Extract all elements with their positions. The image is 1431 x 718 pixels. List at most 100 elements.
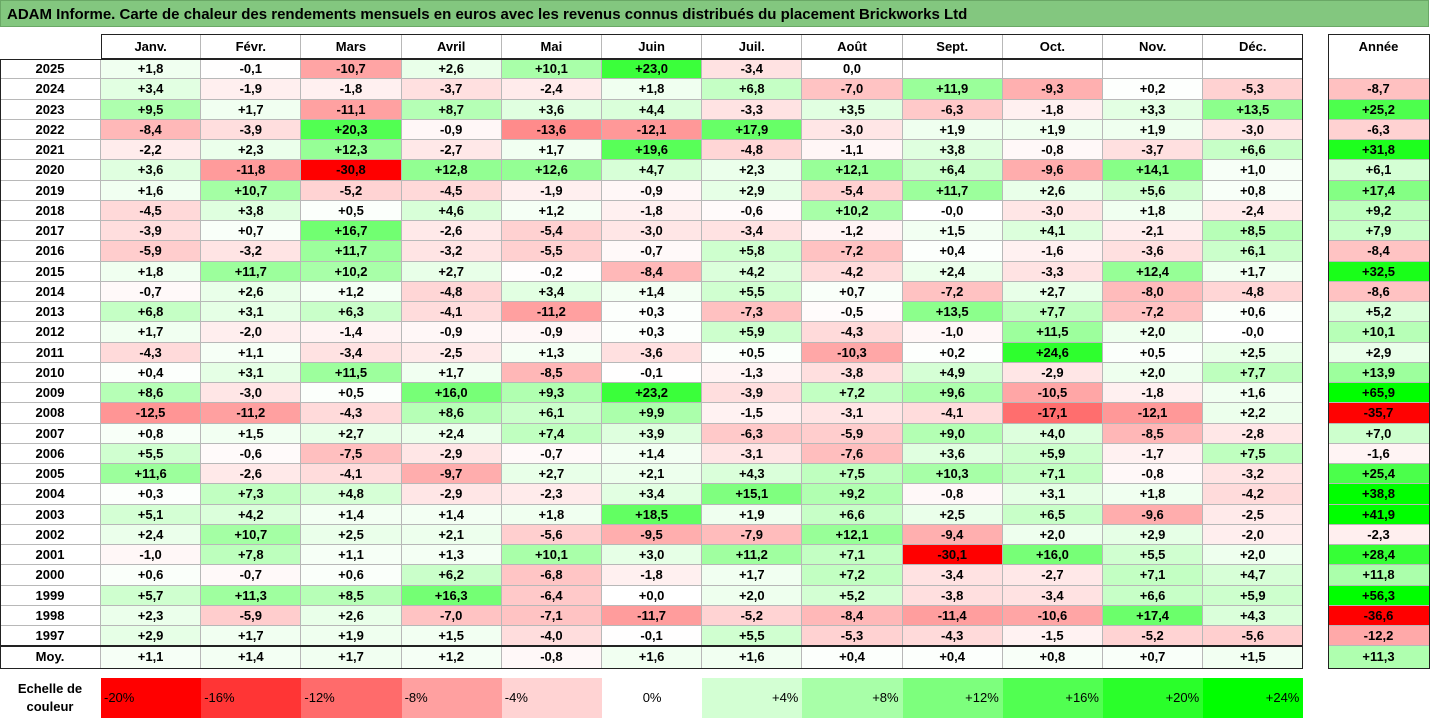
heatmap-cell: +5,5 (702, 281, 803, 302)
heatmap-cell: +2,7 (1002, 281, 1103, 302)
year-label: 1999 (0, 585, 101, 606)
heatmap-cell: -0,8 (1002, 140, 1103, 161)
month-header: Févr. (201, 34, 302, 59)
month-header: Juin (602, 34, 703, 59)
heatmap-cell: +10,1 (501, 545, 602, 566)
heatmap-cell: +3,1 (1002, 484, 1103, 505)
heatmap-cell: -2,6 (401, 221, 502, 242)
heatmap-cell: +0,8 (101, 423, 202, 444)
heatmap-cell: -3,9 (101, 221, 202, 242)
heatmap-cell: -1,8 (602, 565, 703, 586)
heatmap-cell: +3,8 (902, 140, 1003, 161)
heatmap-cell: -30,8 (301, 160, 402, 181)
annual-cell: +13,9 (1328, 362, 1430, 383)
heatmap-cell: +0,0 (602, 585, 703, 606)
heatmap-cell: +11,5 (301, 362, 402, 383)
heatmap-cell: -6,8 (501, 565, 602, 586)
year-label: 2000 (0, 565, 101, 586)
heatmap-cell: -4,1 (301, 464, 402, 485)
heatmap-cell: -2,9 (401, 443, 502, 464)
legend-swatch: +24% (1203, 678, 1304, 718)
heatmap-cell: -11,2 (501, 302, 602, 323)
heatmap-cell: +5,5 (101, 443, 202, 464)
heatmap-cell: +1,7 (501, 140, 602, 161)
heatmap-cell: -5,6 (1203, 626, 1304, 647)
heatmap-cell: +3,0 (602, 545, 703, 566)
heatmap-cell: -5,9 (802, 423, 903, 444)
average-cell: +0,8 (1002, 646, 1103, 669)
heatmap-cell: -3,6 (602, 342, 703, 363)
annual-cell: -2,3 (1328, 524, 1430, 545)
heatmap-cell: +5,5 (1103, 545, 1204, 566)
heatmap-cell: +0,3 (602, 302, 703, 323)
heatmap-cell: +11,3 (201, 585, 302, 606)
heatmap-cell: -3,7 (1103, 140, 1204, 161)
heatmap-cell: -5,5 (501, 241, 602, 262)
heatmap-cell: +17,9 (702, 119, 803, 140)
heatmap-cell: -7,3 (702, 302, 803, 323)
heatmap-cell: -2,7 (1002, 565, 1103, 586)
heatmap-cell: +1,7 (201, 626, 302, 647)
heatmap-cell: -4,3 (301, 403, 402, 424)
heatmap-cell: +3,9 (602, 423, 703, 444)
heatmap-cell: -1,1 (802, 140, 903, 161)
heatmap-cell: -3,2 (401, 241, 502, 262)
heatmap-cell: +16,0 (1002, 545, 1103, 566)
heatmap-cell: -2,9 (1002, 362, 1103, 383)
heatmap-cell (1103, 59, 1204, 80)
heatmap-cell: +8,5 (1203, 221, 1304, 242)
heatmap-cell: -0,6 (201, 443, 302, 464)
heatmap-cell: -0,6 (702, 200, 803, 221)
heatmap-cell: -0,9 (401, 322, 502, 343)
heatmap-cell: +9,6 (902, 383, 1003, 404)
heatmap-cell: -3,3 (1002, 261, 1103, 282)
heatmap-cell: +7,1 (802, 545, 903, 566)
heatmap-cell: +9,9 (602, 403, 703, 424)
annual-cell: +5,2 (1328, 302, 1430, 323)
heatmap-cell: +0,2 (902, 342, 1003, 363)
legend-swatch: -12% (301, 678, 402, 718)
heatmap-cell: -0,7 (101, 281, 202, 302)
month-header: Mai (501, 34, 602, 59)
heatmap-cell: +3,4 (101, 79, 202, 100)
annual-cell: +6,1 (1328, 160, 1430, 181)
heatmap-cell: -12,5 (101, 403, 202, 424)
annual-cell: -6,3 (1328, 119, 1430, 140)
heatmap-cell: +0,7 (201, 221, 302, 242)
heatmap-cell: +1,9 (1002, 119, 1103, 140)
heatmap-cell: +23,0 (602, 59, 703, 80)
month-header: Juil. (702, 34, 803, 59)
heatmap-cell: +16,3 (401, 585, 502, 606)
heatmap-cell: -9,5 (602, 524, 703, 545)
heatmap-cell: +1,7 (101, 322, 202, 343)
annual-cell: -12,2 (1328, 626, 1430, 647)
average-cell: +1,2 (401, 646, 502, 669)
annual-cell: +41,9 (1328, 504, 1430, 525)
heatmap-cell: +1,7 (401, 362, 502, 383)
heatmap-cell: +2,4 (902, 261, 1003, 282)
average-cell: +0,7 (1103, 646, 1204, 669)
heatmap-cell: +2,3 (201, 140, 302, 161)
heatmap-cell: -4,2 (1203, 484, 1304, 505)
heatmap-cell: +0,2 (1103, 79, 1204, 100)
heatmap-cell: +2,0 (1103, 322, 1204, 343)
heatmap-cell: +1,9 (301, 626, 402, 647)
year-label: 2006 (0, 443, 101, 464)
annual-cell: +28,4 (1328, 545, 1430, 566)
heatmap-cell: -6,3 (902, 99, 1003, 120)
heatmap-cell: -2,1 (1103, 221, 1204, 242)
heatmap-cell (902, 59, 1003, 80)
heatmap-cell: -4,2 (802, 261, 903, 282)
annual-cell: +56,3 (1328, 585, 1430, 606)
heatmap-cell: +2,5 (902, 504, 1003, 525)
chart-title: ADAM Informe. Carte de chaleur des rende… (0, 0, 1429, 27)
heatmap-cell: +6,2 (401, 565, 502, 586)
heatmap-cell: +7,1 (1103, 565, 1204, 586)
heatmap-cell: +1,7 (201, 99, 302, 120)
heatmap-cell: +15,1 (702, 484, 803, 505)
heatmap-cell: -4,3 (902, 626, 1003, 647)
heatmap-cell: -9,6 (1103, 504, 1204, 525)
heatmap-cell: +1,8 (1103, 484, 1204, 505)
heatmap-cell: -2,6 (201, 464, 302, 485)
heatmap-cell: -11,7 (602, 605, 703, 626)
